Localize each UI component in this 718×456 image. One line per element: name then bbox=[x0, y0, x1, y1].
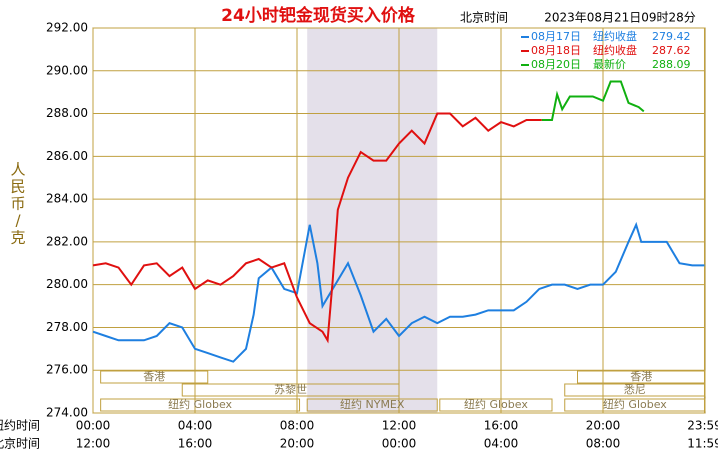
y-tick-label: 288.00 bbox=[46, 106, 88, 120]
y-tick-label: 286.00 bbox=[46, 149, 88, 163]
y-tick-label: 276.00 bbox=[46, 363, 88, 377]
y-axis-label-char: 克 bbox=[10, 229, 25, 247]
y-tick-label: 284.00 bbox=[46, 192, 88, 206]
y-tick-label: 278.00 bbox=[46, 320, 88, 334]
y-axis-label-char: / bbox=[15, 212, 21, 230]
price-line bbox=[92, 221, 705, 363]
session-box bbox=[100, 398, 301, 412]
x-axis-label: 纽约时间 bbox=[0, 418, 40, 433]
session-shade bbox=[307, 28, 438, 413]
session-label: 纽约 NYMEX bbox=[340, 397, 405, 411]
session-label: 悉尼 bbox=[624, 383, 646, 396]
legend-name: 08月20日 bbox=[531, 58, 581, 71]
y-tick-label: 282.00 bbox=[46, 234, 88, 248]
x-tick-label-2: 20:00 bbox=[280, 437, 315, 451]
y-tick-label: 274.00 bbox=[46, 406, 88, 420]
session-label: 纽约 Globex bbox=[168, 397, 232, 411]
x-tick-label-2: 16:00 bbox=[178, 437, 213, 451]
session-label: 纽约 Globex bbox=[603, 397, 667, 411]
session-box bbox=[564, 398, 706, 412]
x-tick-label: 04:00 bbox=[178, 419, 213, 433]
chart-title: 24小时钯金现货买入价格 bbox=[221, 5, 416, 26]
y-tick-label: 292.00 bbox=[46, 21, 88, 35]
legend-label: 纽约收盘 bbox=[593, 43, 637, 57]
session-box bbox=[564, 383, 706, 397]
price-line bbox=[92, 112, 542, 344]
legend-price: 287.62 bbox=[652, 44, 691, 57]
session-box bbox=[181, 383, 400, 397]
x-tick-label: 23:59 bbox=[687, 419, 718, 433]
x-tick-label-2: 00:00 bbox=[382, 437, 417, 451]
session-box bbox=[100, 370, 209, 384]
legend-price: 288.09 bbox=[652, 58, 691, 71]
session-label: 纽约 Globex bbox=[464, 397, 528, 411]
x-tick-label-2: 04:00 bbox=[484, 437, 519, 451]
legend-name: 08月17日 bbox=[531, 30, 581, 43]
session-box bbox=[577, 370, 706, 384]
price-line bbox=[541, 80, 645, 121]
x-tick-label-2: 12:00 bbox=[76, 437, 111, 451]
x-tick-label: 12:00 bbox=[382, 419, 417, 433]
x-axis-label-2: 北京时间 bbox=[0, 437, 40, 451]
time-label: 北京时间 bbox=[460, 11, 508, 25]
session-box bbox=[306, 398, 438, 412]
legend-label: 纽约收盘 bbox=[593, 29, 637, 43]
y-axis-label-char: 币 bbox=[10, 195, 25, 213]
y-axis-label: 人民币/克 bbox=[10, 161, 25, 247]
legend-price: 279.42 bbox=[652, 30, 691, 43]
session-label: 苏黎世 bbox=[274, 382, 307, 396]
timestamp: 2023年08月21日09时28分 bbox=[544, 11, 696, 25]
session-box bbox=[439, 398, 553, 412]
legend-label: 最新价 bbox=[593, 57, 626, 71]
legend-name: 08月18日 bbox=[531, 44, 581, 57]
y-axis-label-char: 民 bbox=[10, 178, 25, 196]
x-tick-label: 20:00 bbox=[586, 419, 621, 433]
x-tick-label-2: 08:00 bbox=[586, 437, 621, 451]
y-axis-label-char: 人 bbox=[10, 161, 25, 179]
x-tick-label-2: 11:59 bbox=[687, 437, 718, 451]
x-tick-label: 00:00 bbox=[76, 419, 111, 433]
session-label: 香港 bbox=[143, 370, 165, 383]
x-tick-label: 16:00 bbox=[484, 419, 519, 433]
y-tick-label: 280.00 bbox=[46, 277, 88, 291]
y-tick-label: 290.00 bbox=[46, 63, 88, 77]
x-tick-label: 08:00 bbox=[280, 419, 315, 433]
session-label: 香港 bbox=[630, 370, 652, 383]
